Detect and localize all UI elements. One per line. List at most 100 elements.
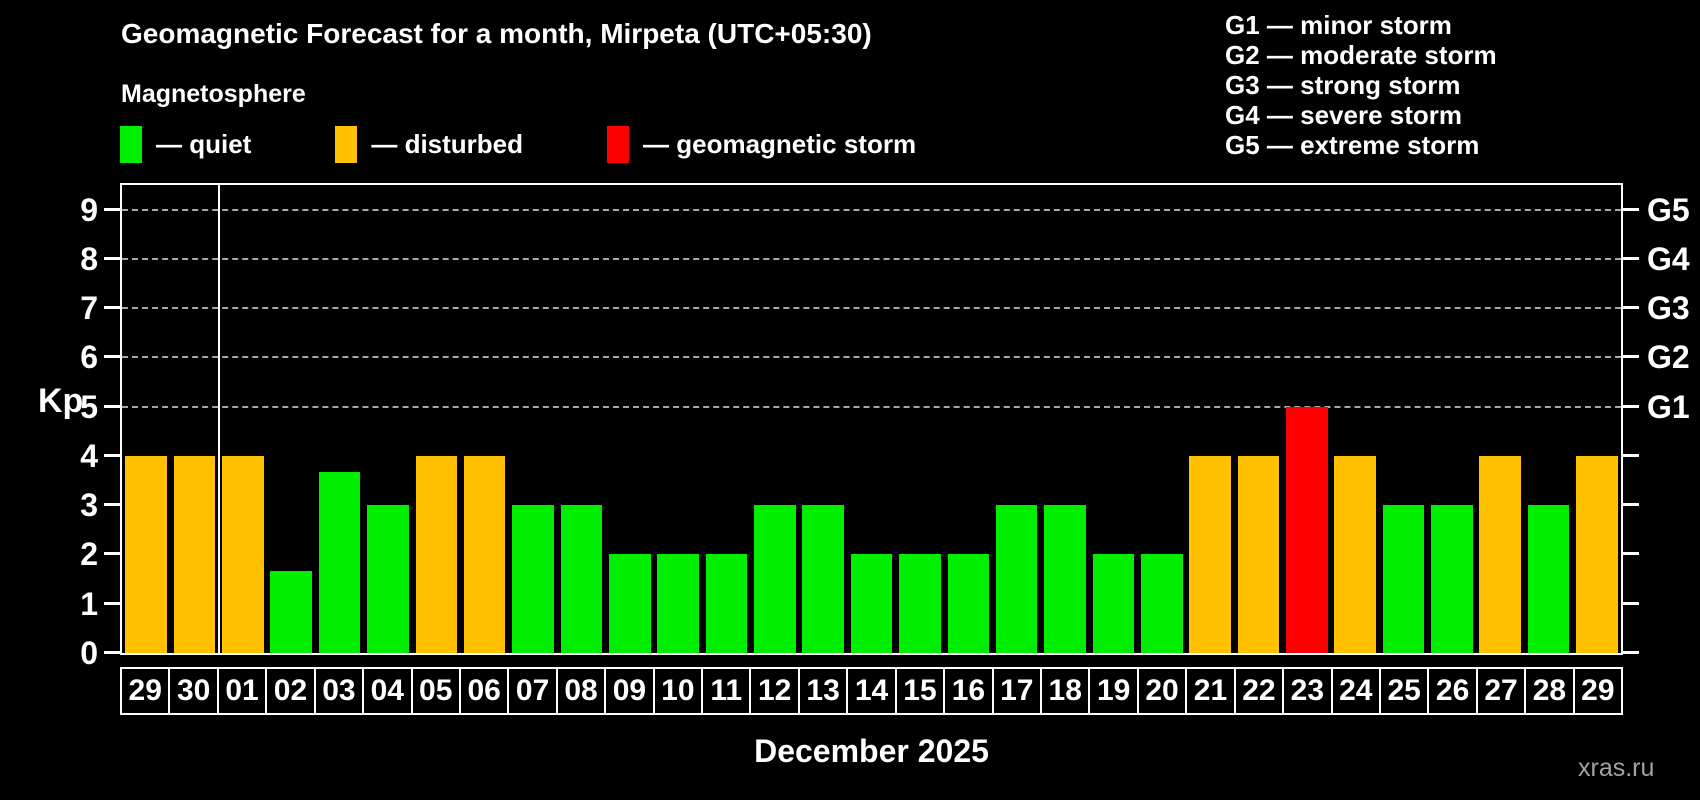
bar-slot-1 xyxy=(170,185,218,653)
bar-slot-16 xyxy=(896,185,944,653)
date-cell-30-29: 29 xyxy=(1572,667,1624,715)
date-cell-2-01: 01 xyxy=(216,667,268,715)
bar-slot-27 xyxy=(1428,185,1476,653)
chart-subtitle: Magnetosphere xyxy=(121,80,306,108)
legend: — quiet — disturbed — geomagnetic storm xyxy=(120,126,916,163)
date-cell-8-07: 07 xyxy=(507,667,558,715)
month-separator-line xyxy=(217,185,220,653)
bar-slot-28 xyxy=(1476,185,1524,653)
date-cell-29-28: 28 xyxy=(1524,667,1575,715)
date-cell-11-10: 10 xyxy=(652,667,704,715)
bars-container xyxy=(122,185,1621,653)
date-cell-12-11: 11 xyxy=(701,667,752,715)
y-axis-tick-right-8 xyxy=(1621,256,1639,260)
g-legend-line-g5: G5 — extreme storm xyxy=(1225,130,1480,160)
y-axis-tick-right-3 xyxy=(1621,503,1639,507)
date-cell-27-26: 26 xyxy=(1427,667,1478,715)
bar-slot-23 xyxy=(1234,185,1282,653)
y-axis-label-8: 8 xyxy=(80,240,98,277)
bar-day-17 xyxy=(995,505,1038,653)
g-axis-label-g5: G5 xyxy=(1647,191,1690,228)
bar-slot-29 xyxy=(1524,185,1572,653)
gridline-kp7 xyxy=(122,307,1621,310)
date-cell-14-13: 13 xyxy=(797,667,849,715)
bar-day-18 xyxy=(1044,505,1086,653)
date-cell-9-08: 08 xyxy=(555,667,607,715)
date-cell-4-03: 03 xyxy=(313,667,365,715)
bar-slot-12 xyxy=(702,185,750,653)
watermark: xras.ru xyxy=(1578,754,1655,782)
y-axis-tick-right-6 xyxy=(1621,355,1639,359)
g-legend-line-g1: G1 — minor storm xyxy=(1225,10,1452,40)
bar-slot-19 xyxy=(1041,185,1089,653)
quiet-color-swatch xyxy=(120,126,142,163)
y-axis-label-3: 3 xyxy=(80,487,98,524)
y-axis-tick-left-2 xyxy=(104,552,122,556)
date-cell-22-21: 21 xyxy=(1185,667,1236,715)
bar-day-09 xyxy=(608,554,651,653)
bar-day-25 xyxy=(1382,505,1425,653)
bar-slot-5 xyxy=(364,185,412,653)
y-axis-label-2: 2 xyxy=(80,536,98,573)
bar-slot-4 xyxy=(315,185,363,653)
date-cell-10-09: 09 xyxy=(604,667,655,715)
y-axis-tick-right-5 xyxy=(1621,404,1639,408)
bar-slot-9 xyxy=(557,185,605,653)
bar-day-30 xyxy=(173,455,216,653)
gridline-kp6 xyxy=(122,356,1621,359)
y-axis-tick-right-9 xyxy=(1621,207,1639,211)
g-axis-label-g1: G1 xyxy=(1647,388,1690,425)
bar-slot-30 xyxy=(1573,185,1621,653)
y-axis-tick-left-4 xyxy=(104,453,122,457)
bar-day-22 xyxy=(1237,455,1280,653)
bar-slot-15 xyxy=(847,185,895,653)
bar-slot-7 xyxy=(461,185,509,653)
bar-day-27 xyxy=(1479,455,1522,653)
date-cell-16-15: 15 xyxy=(894,667,946,715)
bar-slot-3 xyxy=(267,185,315,653)
bar-day-07 xyxy=(512,505,554,653)
bar-day-12 xyxy=(754,505,796,653)
date-cell-23-22: 22 xyxy=(1233,667,1285,715)
legend-item-quiet: — quiet xyxy=(120,126,251,163)
g-legend-line-g4: G4 — severe storm xyxy=(1225,100,1463,130)
bar-day-11 xyxy=(705,554,748,653)
y-axis-tick-left-9 xyxy=(104,207,122,211)
bar-day-19 xyxy=(1092,554,1135,653)
g-axis-label-g4: G4 xyxy=(1647,240,1690,277)
date-cell-5-04: 04 xyxy=(362,667,413,715)
bar-day-06 xyxy=(463,455,506,653)
bar-slot-18 xyxy=(992,185,1040,653)
date-cell-13-12: 12 xyxy=(749,667,800,715)
date-cell-21-20: 20 xyxy=(1136,667,1188,715)
y-axis-label-1: 1 xyxy=(80,585,98,622)
chart-title: Geomagnetic Forecast for a month, Mirpet… xyxy=(121,18,872,49)
legend-item-storm: — geomagnetic storm xyxy=(607,126,916,163)
bar-slot-21 xyxy=(1138,185,1186,653)
bar-slot-2 xyxy=(219,185,267,653)
y-axis-tick-left-6 xyxy=(104,355,122,359)
y-axis-label-4: 4 xyxy=(80,437,98,474)
y-axis-tick-right-0 xyxy=(1621,651,1639,654)
bar-day-14 xyxy=(850,554,893,653)
bar-day-23 xyxy=(1286,406,1328,653)
date-cell-18-17: 17 xyxy=(991,667,1043,715)
g-legend-line-g2: G2 — moderate storm xyxy=(1225,40,1497,70)
y-axis-label-6: 6 xyxy=(80,339,98,376)
y-axis-tick-left-0 xyxy=(104,651,122,654)
y-axis-tick-left-1 xyxy=(104,601,122,605)
gridline-kp5 xyxy=(122,405,1621,408)
bar-slot-22 xyxy=(1186,185,1234,653)
bar-day-29 xyxy=(125,455,167,653)
g-axis-label-g2: G2 xyxy=(1647,339,1690,376)
bar-day-21 xyxy=(1189,455,1231,653)
bar-slot-17 xyxy=(944,185,992,653)
date-cell-17-16: 16 xyxy=(943,667,994,715)
date-cell-19-18: 18 xyxy=(1040,667,1091,715)
g-scale-legend: G1 — minor storm G2 — moderate storm G3 … xyxy=(1225,10,1497,160)
date-cell-7-06: 06 xyxy=(458,667,510,715)
bar-day-01 xyxy=(222,455,264,653)
y-axis-tick-right-4 xyxy=(1621,453,1639,457)
bar-day-20 xyxy=(1140,554,1183,653)
date-cell-1-30: 30 xyxy=(168,667,219,715)
